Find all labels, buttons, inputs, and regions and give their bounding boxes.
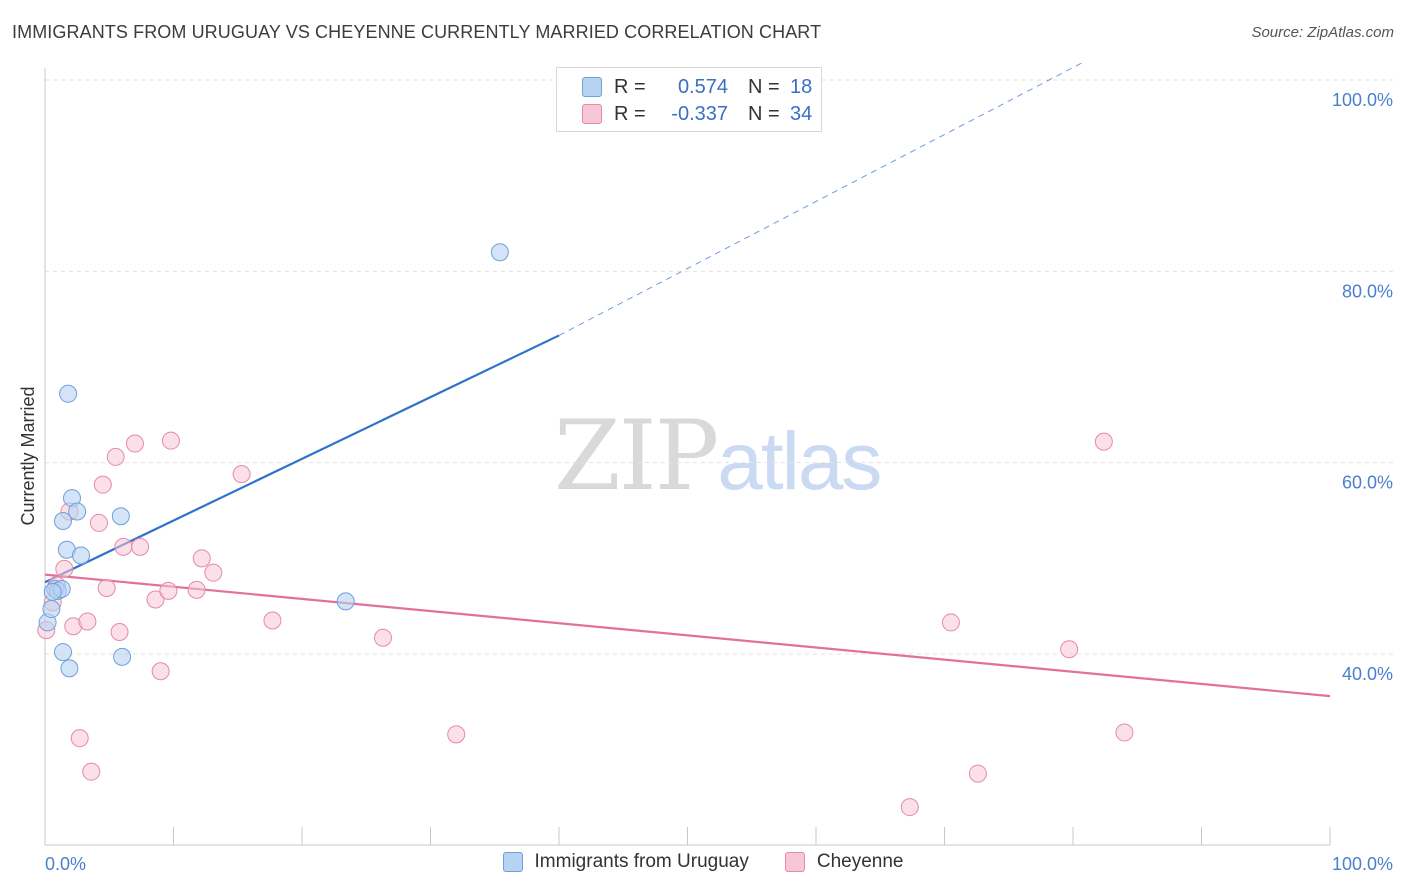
x-tick-label: 0.0%: [45, 854, 86, 874]
watermark: ZIPatlas: [554, 400, 882, 512]
point-cheyenne: [151, 662, 170, 681]
point-cheyenne: [125, 434, 144, 453]
point-uruguay: [336, 592, 355, 611]
point-cheyenne: [159, 581, 178, 600]
trend-line-uruguay: [44, 334, 560, 584]
series-legend: Immigrants from Uruguay Cheyenne: [0, 851, 1406, 873]
legend-row-cheyenne: R = -0.337 N = 34: [582, 101, 812, 127]
point-uruguay: [53, 512, 72, 531]
point-cheyenne: [93, 475, 112, 494]
watermark-zip: ZIP: [554, 400, 719, 512]
legend-r-value: 0.574: [677, 75, 728, 98]
point-cheyenne: [447, 725, 466, 744]
chart-title: IMMIGRANTS FROM URUGUAY VS CHEYENNE CURR…: [12, 22, 822, 42]
point-cheyenne: [131, 537, 150, 556]
point-uruguay: [60, 659, 79, 678]
axes: [44, 68, 1331, 846]
y-tick-label: 40.0%: [1342, 664, 1393, 684]
y-tick-label: 80.0%: [1342, 281, 1393, 301]
correlation-legend: R = 0.574 N = 18 R = -0.337 N = 34: [556, 67, 822, 132]
y-tick-label: 60.0%: [1342, 473, 1393, 493]
legend-r-value: -0.337: [671, 102, 728, 125]
point-cheyenne: [114, 537, 133, 556]
point-cheyenne: [1115, 723, 1134, 742]
point-cheyenne: [204, 563, 223, 582]
legend-r-label: R =: [614, 75, 646, 98]
point-cheyenne: [968, 764, 987, 783]
series-swatch-blue: [502, 852, 523, 872]
point-cheyenne: [1094, 432, 1113, 451]
series-label-cheyenne: Cheyenne: [816, 851, 904, 872]
legend-r-label: R =: [614, 102, 646, 125]
series-swatch-pink: [784, 852, 805, 872]
legend-n-value: 34: [790, 102, 813, 125]
legend-n-value: 18: [790, 75, 813, 98]
point-uruguay: [490, 243, 509, 262]
y-tick-label: 100.0%: [1332, 90, 1393, 110]
data-points: [37, 243, 1134, 817]
point-cheyenne: [900, 798, 919, 817]
chart-source: Source: ZipAtlas.com: [1251, 24, 1394, 41]
x-tick-label: 100.0%: [1332, 854, 1393, 874]
point-cheyenne: [55, 559, 74, 578]
point-cheyenne: [110, 622, 129, 641]
point-cheyenne: [97, 578, 116, 597]
trend-lines: [44, 60, 1331, 698]
point-cheyenne: [146, 590, 165, 609]
point-uruguay: [68, 502, 87, 521]
point-cheyenne: [161, 431, 180, 450]
y-axis-title: Currently Married: [18, 386, 38, 525]
series-legend-uruguay: Immigrants from Uruguay: [502, 851, 749, 873]
legend-swatch-blue: [582, 77, 602, 97]
point-cheyenne: [192, 549, 211, 568]
point-cheyenne: [1060, 640, 1079, 659]
point-cheyenne: [373, 628, 392, 647]
tick-labels: 40.0% 60.0% 80.0% 100.0% 0.0% 100.0% Currently…: [18, 90, 1393, 874]
point-uruguay: [42, 600, 61, 619]
point-uruguay: [43, 582, 62, 601]
watermark-atlas: atlas: [717, 416, 882, 507]
point-cheyenne: [78, 612, 97, 631]
legend-n-label: N =: [748, 102, 780, 125]
point-cheyenne: [106, 447, 125, 466]
legend-row-uruguay: R = 0.574 N = 18: [582, 74, 812, 100]
trend-line-uruguay-extension: [558, 60, 1087, 336]
series-legend-cheyenne: Cheyenne: [784, 851, 904, 873]
point-uruguay: [71, 546, 90, 565]
point-cheyenne: [82, 762, 101, 781]
series-label-uruguay: Immigrants from Uruguay: [534, 851, 749, 872]
point-cheyenne: [187, 580, 206, 599]
point-uruguay: [53, 643, 72, 662]
trend-line-cheyenne: [44, 573, 1331, 698]
point-cheyenne: [232, 465, 251, 484]
point-cheyenne: [89, 513, 108, 532]
point-cheyenne: [263, 611, 282, 630]
point-uruguay: [111, 507, 130, 526]
point-cheyenne: [941, 613, 960, 632]
legend-swatch-pink: [582, 104, 602, 124]
legend-n-label: N =: [748, 75, 780, 98]
point-uruguay: [113, 647, 132, 666]
point-uruguay: [59, 384, 78, 403]
gridlines: [45, 79, 1393, 655]
point-cheyenne: [70, 729, 89, 748]
